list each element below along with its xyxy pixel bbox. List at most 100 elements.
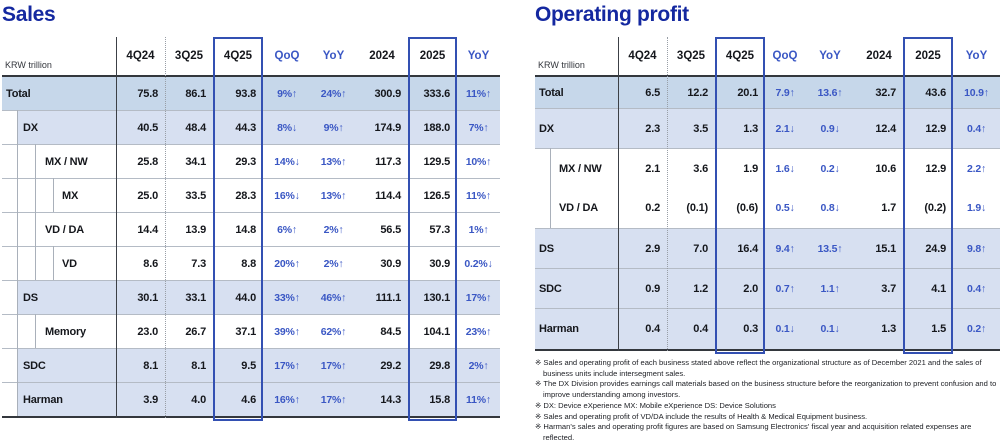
table-row: Total 75.8 86.1 93.8 9%↑ 24%↑ 300.9 333.…	[2, 77, 500, 110]
cell-3q25: 33.5	[185, 189, 206, 202]
sales-title: Sales	[2, 3, 56, 26]
cell-4q25: 0.3	[743, 323, 758, 336]
row-label: VD / DA	[559, 202, 598, 215]
cell-qoq-change: 16%↑	[274, 393, 300, 406]
cell-yoy-annual-change: 1%↑	[468, 223, 489, 236]
table-row: Memory 23.0 26.7 37.1 39%↑ 62%↑ 84.5 104…	[2, 314, 500, 348]
cell-4q24: 2.1	[645, 162, 660, 175]
indent-guide	[35, 178, 36, 212]
cell-4q24: 40.5	[137, 121, 158, 134]
cell-2024: 12.4	[875, 122, 896, 135]
col-header-4q24: 4Q24	[126, 50, 155, 62]
table-row: VD / DA 0.2 (0.1) (0.6) 0.5↓ 0.8↓ 1.7 (0…	[535, 187, 1000, 228]
indent-guide	[17, 144, 18, 178]
cell-4q24: 14.4	[137, 223, 158, 236]
cell-4q25: 16.4	[737, 242, 758, 255]
cell-2025: 188.0	[423, 121, 450, 134]
row-label: Total	[539, 86, 564, 99]
cell-yoy-change: 13.6↑	[817, 86, 843, 99]
cell-2025: 24.9	[925, 242, 946, 255]
cell-4q24: 0.4	[645, 323, 660, 336]
cell-4q24: 75.8	[137, 87, 158, 100]
cell-yoy-annual-change: 2.2↑	[966, 162, 987, 175]
col-header-2024: 2024	[369, 50, 395, 62]
cell-yoy-change: 13%↑	[320, 155, 347, 168]
cell-2025: 12.9	[925, 162, 946, 175]
table-row: Harman 0.4 0.4 0.3 0.1↓ 0.1↓ 1.3 1.5 0.2…	[535, 308, 1000, 349]
col-header-3q25: 3Q25	[676, 50, 706, 62]
footnote: ※ The DX Division provides earnings call …	[535, 379, 1000, 401]
row-label-cell: Total	[2, 77, 116, 110]
cell-3q25: 8.1	[191, 359, 206, 372]
cell-2025: 129.5	[423, 155, 450, 168]
table-row: MX / NW 2.1 3.6 1.9 1.6↓ 0.2↓ 10.6 12.9 …	[535, 148, 1000, 189]
cell-yoy-annual-change: 0.4↑	[966, 122, 987, 135]
cell-yoy-change: 1.1↑	[820, 282, 840, 295]
footnote-text: DX: Device eXperience MX: Mobile eXperie…	[543, 400, 776, 410]
cell-4q24: 6.5	[645, 86, 660, 99]
cell-4q24: 30.1	[137, 291, 158, 304]
footnote-bullet: ※	[535, 357, 542, 367]
cell-3q25: 1.2	[693, 282, 708, 295]
cell-qoq-change: 0.5↓	[775, 202, 795, 215]
row-label-cell: DX	[2, 111, 116, 144]
cell-2025: 130.1	[423, 291, 450, 304]
cell-yoy-change: 0.8↓	[820, 202, 840, 215]
indent-guide	[550, 148, 551, 189]
cell-4q24: 0.9	[645, 282, 660, 295]
cell-yoy-change: 0.2↓	[820, 162, 840, 175]
cell-yoy-annual-change: 0.2↑	[966, 323, 987, 336]
cell-4q24: 0.2	[645, 202, 660, 215]
cell-2025: 104.1	[423, 325, 450, 338]
table-row: MX / NW 25.8 34.1 29.3 14%↓ 13%↑ 117.3 1…	[2, 144, 500, 178]
cell-qoq-change: 8%↓	[277, 121, 297, 134]
cell-2025: 43.6	[925, 86, 946, 99]
operating-profit-table: KRW trillion 4Q24 3Q25 4Q25 QoQ YoY 2024…	[535, 37, 1000, 354]
col-header-4q25: 4Q25	[725, 50, 755, 62]
row-label-cell: VD	[2, 247, 116, 280]
col-header-4q24: 4Q24	[628, 50, 657, 62]
indent-guide	[35, 144, 36, 178]
row-label-cell: Total	[535, 77, 618, 108]
cell-qoq-change: 6%↑	[277, 223, 297, 236]
col-header-2025: 2025	[419, 50, 446, 62]
row-highlight	[17, 349, 500, 382]
cell-4q25: 1.9	[743, 162, 758, 175]
cell-4q25: 1.3	[743, 122, 758, 135]
cell-2024: 114.4	[375, 189, 401, 202]
cell-yoy-change: 0.9↓	[820, 122, 840, 135]
indent-guide	[17, 212, 18, 246]
col-header-yoy: YoY	[819, 50, 841, 62]
col-header-qoq: QoQ	[274, 50, 300, 62]
row-label: DS	[23, 291, 38, 304]
cell-4q25: 4.6	[241, 393, 256, 406]
row-label: VD / DA	[45, 223, 84, 236]
cell-4q24: 25.8	[137, 155, 158, 168]
row-label: DX	[539, 122, 554, 135]
row-highlight	[535, 228, 1000, 269]
cell-2024: 3.7	[881, 282, 896, 295]
cell-4q25: 44.0	[235, 291, 256, 304]
footnotes: ※ Sales and operating profit of each busi…	[535, 358, 1000, 444]
cell-3q25: 0.4	[693, 323, 708, 336]
indent-guide	[17, 110, 18, 144]
row-label-cell: DS	[2, 281, 116, 314]
cell-3q25: (0.1)	[686, 202, 708, 215]
operating-profit-table-header: KRW trillion 4Q24 3Q25 4Q25 QoQ YoY 2024…	[535, 37, 1000, 77]
table-row: VD 8.6 7.3 8.8 20%↑ 2%↑ 30.9 30.9 0.2%↓	[2, 246, 500, 280]
cell-2025: 4.1	[931, 282, 946, 295]
cell-yoy-change: 24%↑	[320, 87, 347, 100]
unit-label: KRW trillion	[5, 60, 52, 70]
row-label-cell: Memory	[2, 315, 116, 348]
cell-qoq-change: 20%↑	[274, 257, 300, 270]
cell-yoy-annual-change: 9.8↑	[966, 242, 987, 255]
col-header-yoy: YoY	[322, 50, 345, 62]
cell-qoq-change: 1.6↓	[775, 162, 795, 175]
col-header-2024: 2024	[866, 50, 892, 62]
row-label: SDC	[539, 282, 562, 295]
cell-4q25: (0.6)	[736, 202, 758, 215]
cell-4q25: 29.3	[235, 155, 256, 168]
row-label-cell: DX	[535, 109, 618, 148]
cell-2025: (0.2)	[924, 202, 946, 215]
cell-yoy-change: 13.5↑	[817, 242, 843, 255]
